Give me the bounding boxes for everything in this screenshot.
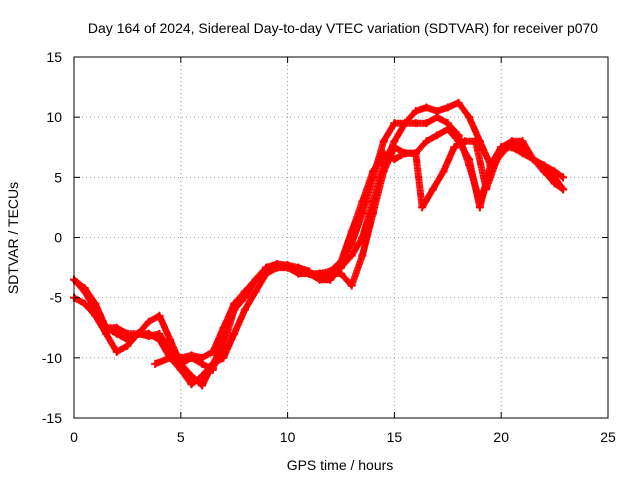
y-tick-label: 5	[54, 169, 62, 185]
y-tick-label: 15	[46, 49, 62, 65]
y-tick-label: 0	[54, 230, 62, 246]
x-tick-label: 0	[70, 429, 78, 445]
x-tick-label: 10	[280, 429, 296, 445]
axis-ticks: 0 5 10 15 20 25 -15 -10 -5 0 5 10 15	[42, 49, 616, 445]
chart-title: Day 164 of 2024, Sidereal Day-to-day VTE…	[88, 20, 598, 36]
x-axis-label: GPS time / hours	[287, 457, 394, 473]
y-tick-label: -5	[50, 290, 63, 306]
y-tick-label: -10	[42, 350, 62, 366]
x-tick-label: 20	[493, 429, 509, 445]
x-tick-label: 15	[387, 429, 403, 445]
y-tick-label: -15	[42, 410, 62, 426]
x-tick-label: 25	[600, 429, 616, 445]
y-axis-label: SDTVAR / TECUs	[5, 182, 21, 294]
y-tick-label: 10	[46, 109, 62, 125]
series-marker-band	[151, 137, 511, 368]
x-tick-label: 5	[177, 429, 185, 445]
data-series	[70, 98, 568, 390]
series-trace-d	[151, 137, 512, 368]
